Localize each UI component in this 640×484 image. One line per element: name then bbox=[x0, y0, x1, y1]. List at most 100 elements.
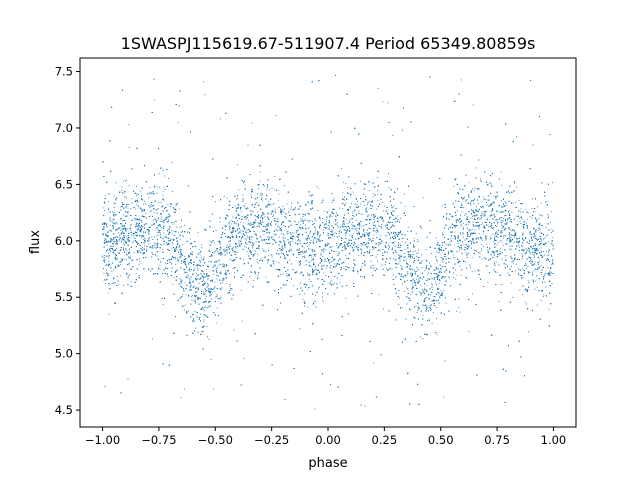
data-point bbox=[278, 236, 280, 238]
data-point bbox=[322, 250, 324, 252]
data-point bbox=[115, 254, 116, 255]
data-point bbox=[377, 199, 379, 201]
data-point bbox=[342, 223, 344, 225]
data-point bbox=[459, 187, 461, 189]
data-point bbox=[327, 225, 329, 226]
data-point bbox=[377, 87, 379, 89]
data-point bbox=[458, 200, 459, 202]
data-point bbox=[287, 230, 289, 232]
data-point bbox=[507, 219, 509, 221]
data-point bbox=[194, 311, 196, 312]
data-point bbox=[511, 248, 513, 250]
data-point bbox=[180, 397, 182, 399]
data-point bbox=[327, 244, 329, 246]
data-point bbox=[352, 214, 353, 216]
data-point bbox=[303, 255, 305, 257]
data-point bbox=[524, 223, 526, 225]
data-point bbox=[343, 224, 345, 225]
data-point bbox=[331, 246, 333, 247]
data-point bbox=[181, 226, 182, 227]
data-point bbox=[275, 268, 277, 270]
data-point bbox=[206, 295, 207, 297]
data-point bbox=[174, 258, 176, 260]
data-point bbox=[522, 276, 524, 278]
data-point bbox=[358, 223, 360, 225]
data-point bbox=[133, 234, 135, 236]
data-point bbox=[116, 248, 118, 249]
data-point bbox=[438, 288, 440, 290]
data-point bbox=[108, 240, 110, 242]
data-point bbox=[144, 245, 146, 247]
data-point bbox=[130, 198, 132, 200]
data-point bbox=[103, 280, 105, 282]
data-point bbox=[234, 205, 236, 207]
data-point bbox=[228, 225, 230, 227]
data-point bbox=[491, 227, 493, 228]
data-point bbox=[329, 234, 331, 235]
data-point bbox=[529, 234, 531, 236]
data-point bbox=[481, 244, 483, 246]
data-point bbox=[216, 251, 218, 253]
data-point bbox=[359, 203, 361, 205]
data-point bbox=[372, 249, 374, 251]
data-point bbox=[495, 242, 497, 244]
data-point bbox=[540, 247, 542, 249]
data-point bbox=[500, 247, 502, 249]
data-point bbox=[339, 282, 341, 284]
data-point bbox=[548, 254, 549, 256]
data-point bbox=[495, 250, 497, 252]
data-point bbox=[271, 237, 273, 239]
data-point bbox=[248, 223, 250, 225]
data-point bbox=[123, 258, 125, 260]
data-point bbox=[401, 307, 403, 309]
data-point bbox=[171, 256, 173, 258]
data-point bbox=[454, 224, 456, 226]
data-point bbox=[382, 252, 383, 254]
data-point bbox=[104, 210, 105, 212]
data-point bbox=[509, 245, 511, 247]
data-point bbox=[460, 232, 461, 234]
data-point bbox=[321, 279, 323, 281]
data-point bbox=[267, 228, 269, 230]
data-point bbox=[503, 218, 504, 219]
data-point bbox=[420, 284, 422, 286]
data-point bbox=[181, 283, 182, 285]
data-point bbox=[547, 254, 549, 256]
data-point bbox=[413, 269, 415, 271]
data-point bbox=[496, 231, 498, 233]
data-point bbox=[343, 222, 345, 224]
data-point bbox=[434, 296, 436, 298]
data-point bbox=[136, 230, 138, 232]
data-point bbox=[275, 229, 277, 231]
data-point bbox=[521, 217, 522, 219]
data-point bbox=[182, 244, 184, 246]
data-point bbox=[126, 272, 128, 274]
data-point bbox=[187, 276, 189, 278]
data-point bbox=[477, 269, 479, 271]
data-point bbox=[515, 231, 517, 233]
data-point bbox=[352, 212, 354, 214]
data-point bbox=[536, 206, 538, 208]
data-point bbox=[278, 193, 280, 195]
data-point bbox=[547, 234, 549, 236]
data-point bbox=[437, 274, 439, 276]
data-point bbox=[333, 282, 335, 284]
data-point bbox=[184, 282, 186, 284]
data-point bbox=[172, 243, 174, 245]
data-point bbox=[384, 251, 385, 253]
data-point bbox=[268, 236, 270, 238]
data-point bbox=[243, 222, 245, 224]
data-point bbox=[188, 295, 190, 297]
data-point bbox=[165, 234, 167, 236]
data-point bbox=[333, 213, 335, 215]
data-point bbox=[159, 187, 161, 189]
data-point bbox=[310, 255, 312, 257]
data-point bbox=[492, 251, 494, 253]
data-point bbox=[232, 261, 234, 262]
data-point bbox=[129, 226, 131, 228]
data-point bbox=[539, 222, 541, 224]
data-point bbox=[537, 230, 539, 232]
data-point bbox=[283, 212, 285, 214]
data-point bbox=[216, 270, 218, 272]
data-point bbox=[489, 204, 491, 206]
